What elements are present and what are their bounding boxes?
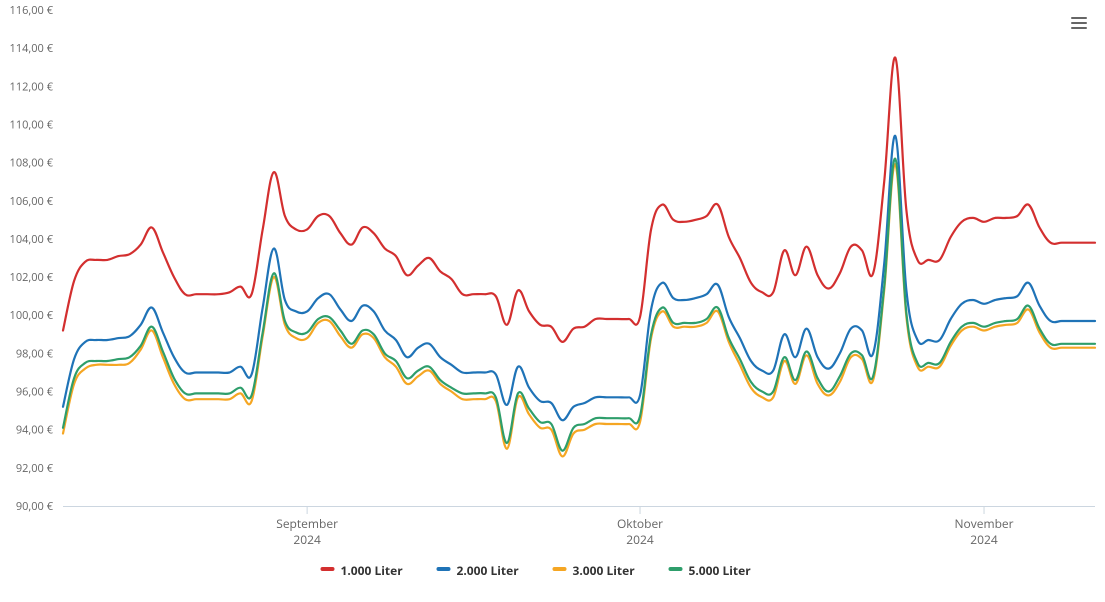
legend-item[interactable]: 3.000 Liter xyxy=(553,562,636,579)
x-tick-month: Oktober xyxy=(617,515,663,532)
legend-label: 3.000 Liter xyxy=(573,562,636,579)
chart-menu-button[interactable] xyxy=(1071,14,1087,32)
series-line xyxy=(63,164,1095,456)
x-tick-year: 2024 xyxy=(626,531,654,548)
y-tick-label: 106,00 € xyxy=(10,194,54,209)
legend-label: 2.000 Liter xyxy=(457,562,520,579)
x-tick-month: November xyxy=(954,515,1013,532)
chart-series-group xyxy=(63,57,1095,456)
x-axis: September2024Oktober2024November2024 xyxy=(276,506,1013,548)
legend-swatch xyxy=(669,567,683,571)
y-tick-label: 90,00 € xyxy=(16,499,54,514)
y-tick-label: 102,00 € xyxy=(10,270,54,285)
legend-swatch xyxy=(553,567,567,571)
y-tick-label: 104,00 € xyxy=(10,232,54,247)
y-tick-label: 100,00 € xyxy=(10,308,54,323)
x-tick-year: 2024 xyxy=(293,531,321,548)
legend-swatch xyxy=(321,567,335,571)
y-tick-label: 112,00 € xyxy=(10,79,54,94)
y-tick-label: 116,00 € xyxy=(10,3,54,18)
price-chart: 90,00 € 92,00 € 94,00 € 96,00 € 98,00 € 100,0… xyxy=(0,0,1105,602)
legend-label: 1.000 Liter xyxy=(341,562,404,579)
series-line xyxy=(63,57,1095,341)
legend-swatch xyxy=(437,567,451,571)
y-tick-label: 98,00 € xyxy=(16,346,54,361)
y-axis: 90,00 € 92,00 € 94,00 € 96,00 € 98,00 € 100,0… xyxy=(10,3,54,514)
y-tick-label: 96,00 € xyxy=(16,385,54,400)
series-line xyxy=(63,159,1095,451)
series-line xyxy=(63,136,1095,421)
y-tick-label: 110,00 € xyxy=(10,117,54,132)
y-tick-label: 114,00 € xyxy=(10,41,54,56)
legend-item[interactable]: 2.000 Liter xyxy=(437,562,520,579)
y-tick-label: 108,00 € xyxy=(10,156,54,171)
y-tick-label: 92,00 € xyxy=(16,461,54,476)
x-tick-month: September xyxy=(276,515,338,532)
legend: 1.000 Liter 2.000 Liter 3.000 Liter 5.000 L… xyxy=(321,562,752,579)
x-tick-year: 2024 xyxy=(970,531,998,548)
y-tick-label: 94,00 € xyxy=(16,423,54,438)
legend-item[interactable]: 5.000 Liter xyxy=(669,562,752,579)
legend-label: 5.000 Liter xyxy=(689,562,752,579)
legend-item[interactable]: 1.000 Liter xyxy=(321,562,404,579)
